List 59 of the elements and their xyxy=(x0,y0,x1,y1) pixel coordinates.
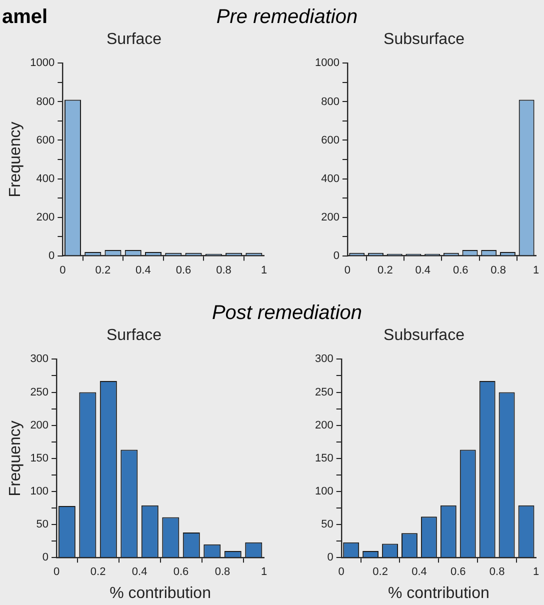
y-tick-label: 300 xyxy=(314,353,334,366)
text: Post remediation xyxy=(210,302,364,325)
x-tick-label: 0.6 xyxy=(173,566,189,578)
x-tick-label: 0.8 xyxy=(214,566,230,578)
y-tick-label: 200 xyxy=(321,211,340,224)
chart-title: Subsurface xyxy=(384,31,465,48)
y-axis-title: Frequency xyxy=(7,122,24,198)
y-tick-label: 300 xyxy=(30,353,49,366)
y-tick-label: 200 xyxy=(314,419,334,432)
y-tick-label: 0 xyxy=(327,552,334,564)
y-tick-label: 150 xyxy=(314,452,334,464)
x-tick-label: 1 xyxy=(532,566,540,578)
y-tick-label: 100 xyxy=(30,486,49,498)
y-tick-label: 200 xyxy=(36,211,55,224)
x-tick-label: 0 xyxy=(344,264,351,276)
y-tick-label: 800 xyxy=(321,96,340,108)
x-tick-label: 1 xyxy=(260,566,268,578)
y-tick-label: 1000 xyxy=(30,57,55,70)
x-tick-label: 0.6 xyxy=(452,264,468,276)
y-tick-label: 50 xyxy=(36,518,49,531)
x-axis-title: % contribution xyxy=(110,584,211,602)
text: Pre remediation xyxy=(216,6,358,28)
x-tick-label: 1 xyxy=(260,264,268,276)
x-tick-label: 0.2 xyxy=(378,264,393,276)
y-tick-label: 50 xyxy=(321,518,334,531)
y-tick-label: 150 xyxy=(30,452,49,464)
x-tick-label: 0.8 xyxy=(216,264,232,276)
y-tick-label: 250 xyxy=(30,386,49,398)
y-tick-label: 400 xyxy=(321,172,340,185)
x-tick-label: 1 xyxy=(532,264,540,276)
x-tick-label: 0.8 xyxy=(490,264,506,276)
y-tick-label: 0 xyxy=(48,250,55,262)
y-tick-label: 0 xyxy=(333,250,340,262)
y-tick-label: 100 xyxy=(314,486,334,498)
y-tick-label: 800 xyxy=(36,96,55,108)
x-tick-label: 0.4 xyxy=(415,264,431,276)
x-tick-label: 0 xyxy=(60,264,66,276)
y-axis-title: Frequency xyxy=(7,420,24,496)
text: amel xyxy=(2,6,48,29)
y-tick-label: 1000 xyxy=(314,57,340,70)
x-axis-title: % contribution xyxy=(388,584,490,602)
y-tick-label: 400 xyxy=(36,172,55,185)
y-tick-label: 600 xyxy=(36,134,55,146)
x-tick-label: 0.6 xyxy=(450,566,466,578)
x-tick-label: 0.8 xyxy=(489,566,505,578)
x-tick-label: 0.4 xyxy=(412,566,427,578)
x-tick-label: 0.2 xyxy=(372,566,388,578)
chart-title: Subsurface xyxy=(384,327,465,344)
y-tick-label: 250 xyxy=(314,386,334,398)
y-tick-label: 200 xyxy=(30,419,49,432)
x-tick-label: 0.2 xyxy=(95,264,111,276)
y-tick-label: 600 xyxy=(321,134,340,146)
x-tick-label: 0.6 xyxy=(176,264,192,276)
x-tick-label: 0.4 xyxy=(132,566,148,578)
y-tick-label: 0 xyxy=(42,552,49,564)
x-tick-label: 0.2 xyxy=(90,566,106,578)
chart-title: Surface xyxy=(106,31,162,48)
chart-title: Surface xyxy=(106,327,162,344)
x-tick-label: 0.4 xyxy=(136,264,151,276)
